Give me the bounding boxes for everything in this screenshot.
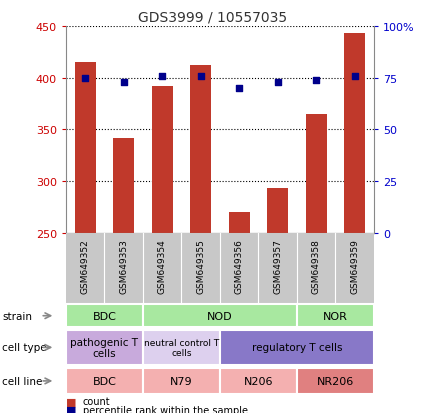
Text: N79: N79	[170, 376, 193, 386]
Text: cell line: cell line	[2, 376, 42, 386]
Text: count: count	[83, 396, 110, 406]
Point	[82, 75, 88, 82]
Point	[159, 73, 166, 80]
Bar	[66, 330, 143, 365]
Bar	[267, 189, 288, 233]
Text: NOD: NOD	[207, 311, 233, 321]
Text: N206: N206	[244, 376, 273, 386]
Text: pathogenic T
cells: pathogenic T cells	[71, 337, 139, 358]
Bar	[344, 34, 366, 233]
Text: GSM649353: GSM649353	[119, 238, 128, 293]
Point	[274, 79, 281, 86]
Bar	[220, 330, 374, 365]
Point	[351, 73, 358, 80]
Text: BDC: BDC	[93, 311, 116, 321]
Text: ■: ■	[66, 396, 76, 406]
Text: GSM649358: GSM649358	[312, 238, 321, 293]
Bar	[143, 330, 220, 365]
Text: regulatory T cells: regulatory T cells	[252, 342, 342, 353]
Text: neutral control T
cells: neutral control T cells	[144, 338, 219, 357]
Bar	[220, 368, 297, 394]
Text: NOR: NOR	[323, 311, 348, 321]
Text: NR206: NR206	[317, 376, 354, 386]
Bar	[229, 213, 250, 233]
Text: ■: ■	[66, 405, 76, 413]
Text: GSM649355: GSM649355	[196, 238, 205, 293]
Text: GSM649354: GSM649354	[158, 238, 167, 293]
Bar	[297, 368, 374, 394]
Bar	[66, 304, 143, 328]
Text: GSM649352: GSM649352	[81, 238, 90, 293]
Bar	[143, 368, 220, 394]
Text: percentile rank within the sample: percentile rank within the sample	[83, 405, 248, 413]
Bar	[113, 138, 134, 233]
Text: cell type: cell type	[2, 342, 47, 353]
Text: GSM649357: GSM649357	[273, 238, 282, 293]
Text: GDS3999 / 10557035: GDS3999 / 10557035	[138, 10, 287, 24]
Point	[120, 79, 127, 86]
Point	[313, 77, 320, 84]
Text: BDC: BDC	[93, 376, 116, 386]
Point	[197, 73, 204, 80]
Text: GSM649356: GSM649356	[235, 238, 244, 293]
Bar	[143, 304, 297, 328]
Bar	[74, 63, 96, 233]
Point	[236, 85, 243, 92]
Bar	[297, 304, 374, 328]
Text: GSM649359: GSM649359	[350, 238, 359, 293]
Text: strain: strain	[2, 311, 32, 321]
Bar	[152, 87, 173, 233]
Bar	[306, 114, 327, 233]
Bar	[190, 66, 211, 233]
Bar	[66, 368, 143, 394]
